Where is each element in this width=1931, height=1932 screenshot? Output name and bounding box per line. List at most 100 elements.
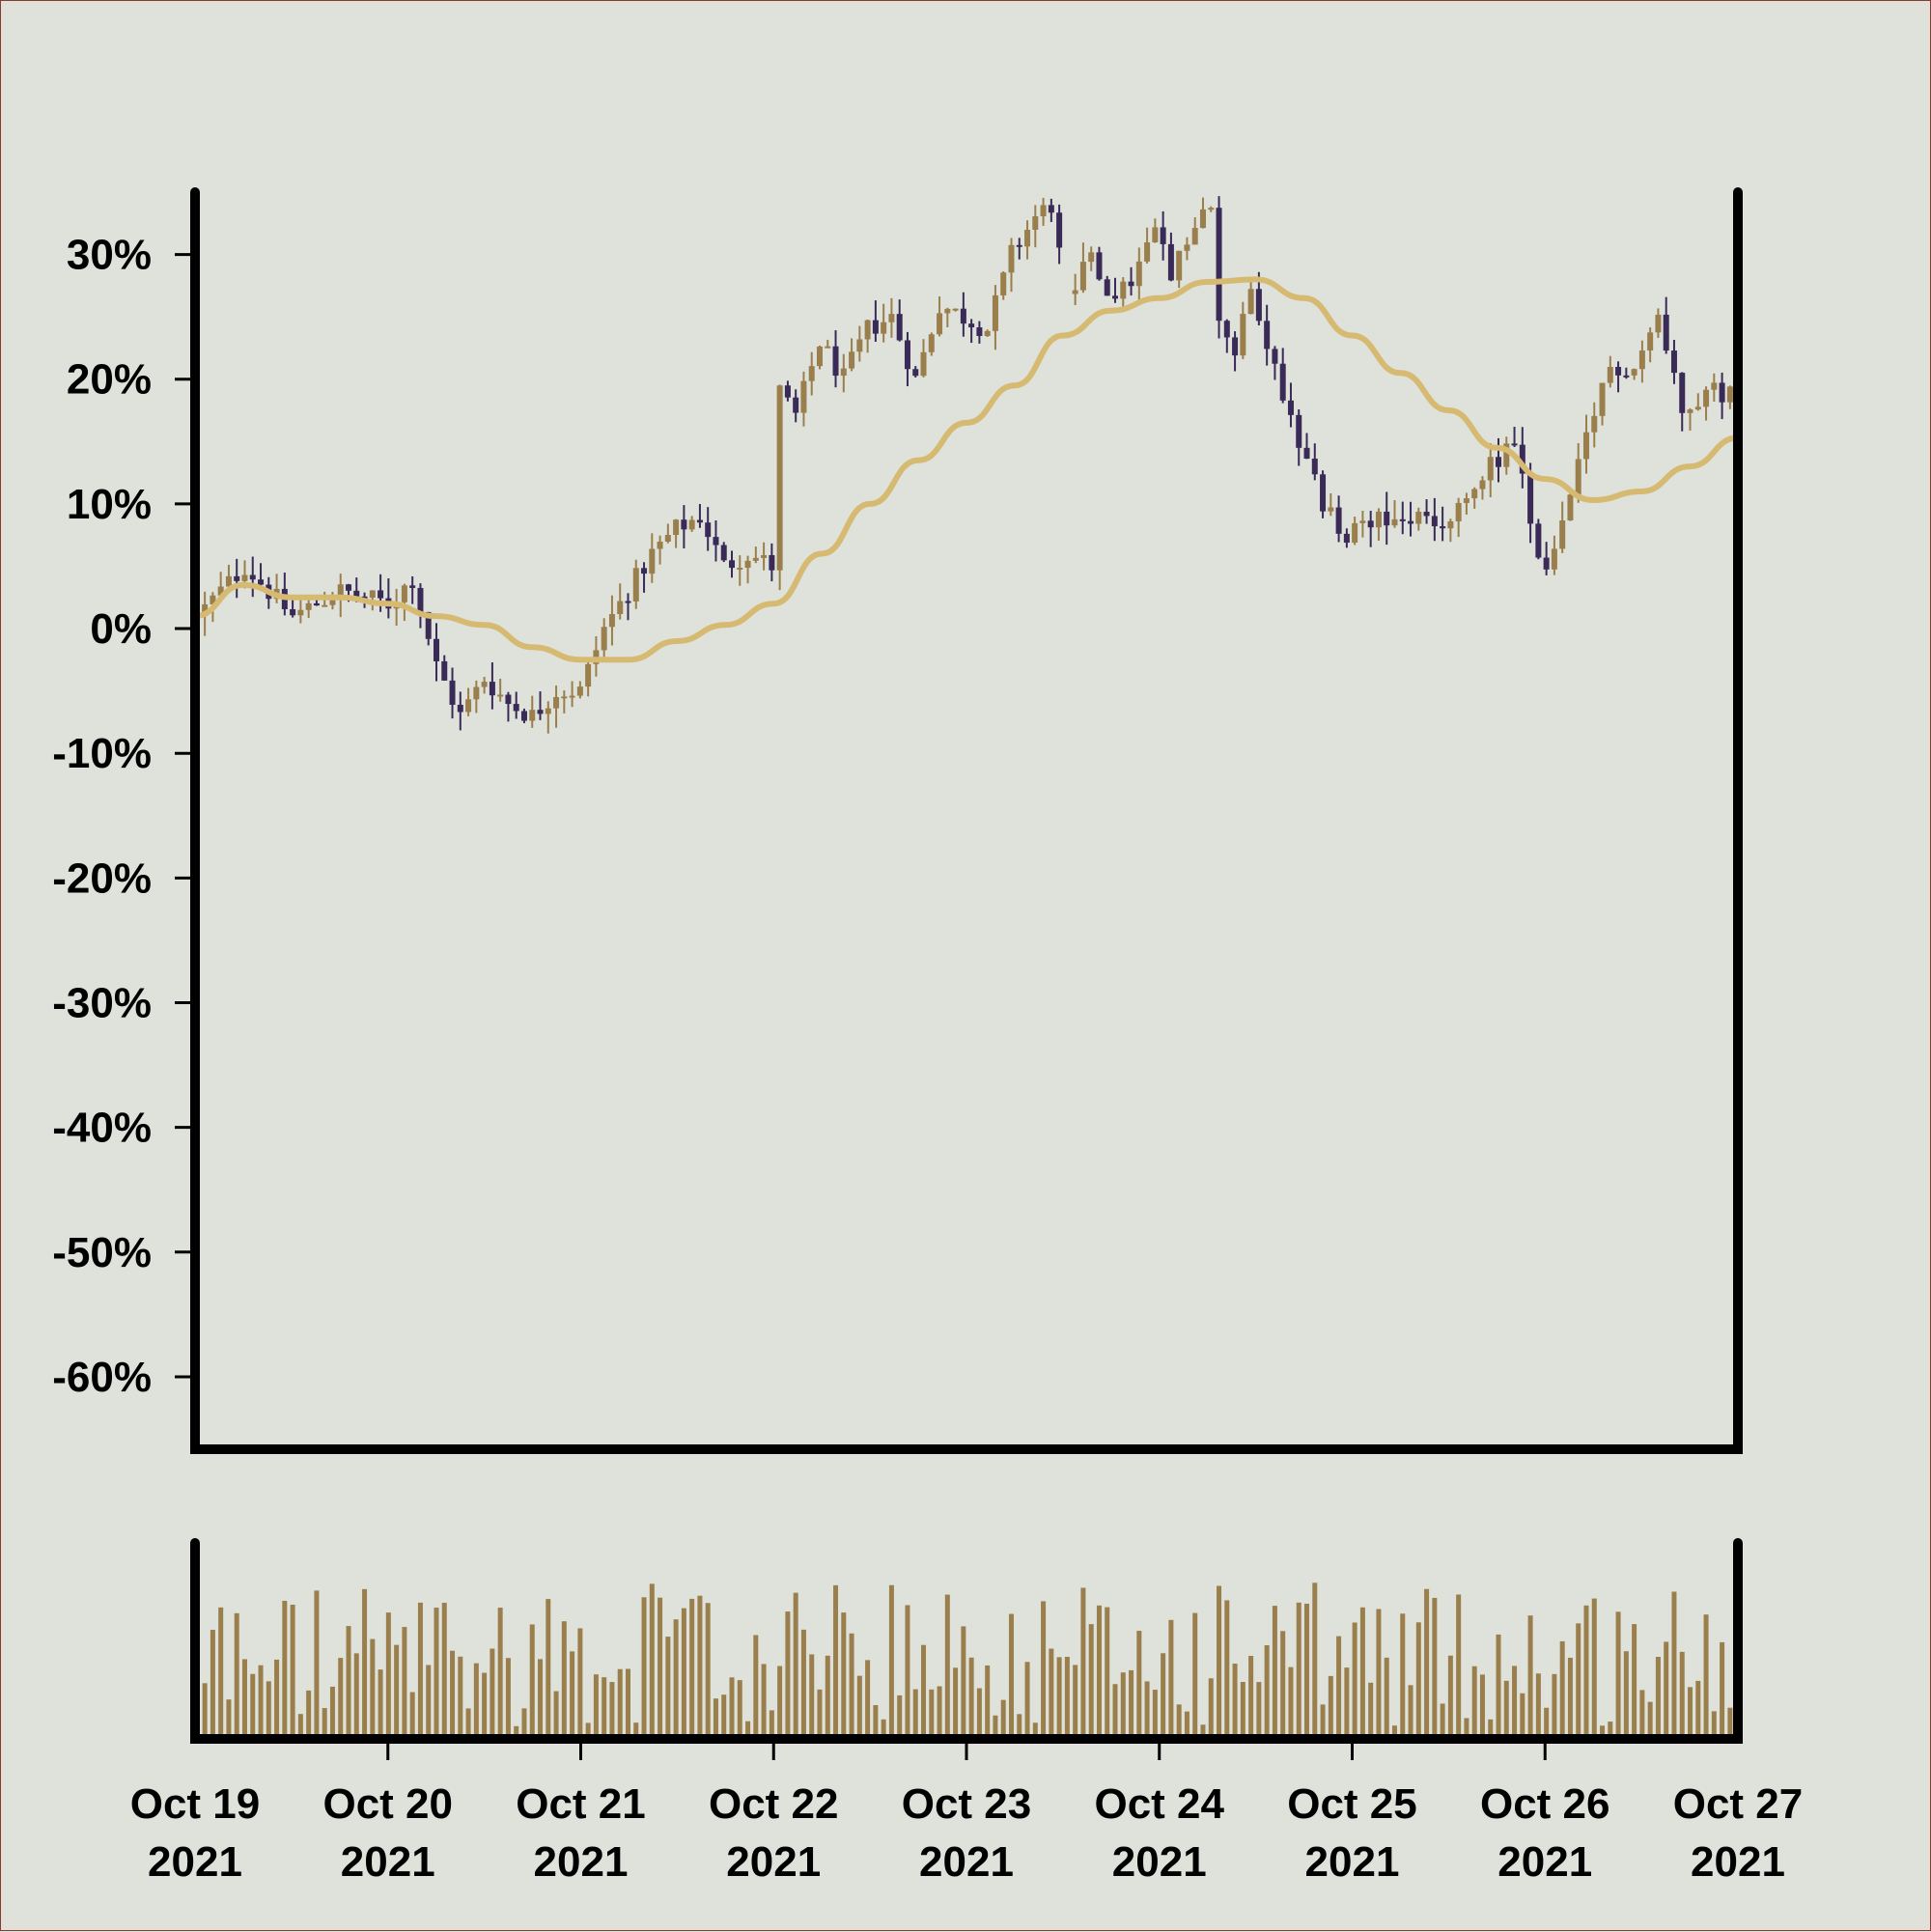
candle <box>904 331 910 387</box>
candle <box>329 591 336 610</box>
candle <box>872 300 879 342</box>
volume-bar <box>1424 1588 1430 1735</box>
volume-bar <box>1049 1648 1054 1735</box>
candle-body <box>1375 511 1382 528</box>
candle-body <box>1104 279 1110 296</box>
y-tick-label: -40% <box>52 1105 152 1152</box>
volume-bar <box>1105 1607 1110 1735</box>
candle-body <box>1511 443 1518 446</box>
volume-bar <box>1217 1585 1222 1735</box>
candle <box>808 351 815 396</box>
candle-body <box>1088 252 1095 263</box>
volume-bar <box>1256 1682 1262 1735</box>
x-tick-label: Oct 20 <box>322 1780 453 1828</box>
candle-body <box>449 680 456 705</box>
candle <box>473 680 480 714</box>
volume-bar <box>346 1626 351 1735</box>
candle <box>1279 348 1286 404</box>
candle-body <box>681 519 687 530</box>
candle-body <box>912 369 919 377</box>
volume-bar <box>737 1680 742 1735</box>
volume-bar <box>1000 1699 1006 1735</box>
volume-bar <box>353 1653 359 1735</box>
candle <box>1359 510 1366 538</box>
candle-body <box>305 602 312 610</box>
candle <box>1040 197 1047 226</box>
volume-bar <box>226 1699 232 1735</box>
volume-bar <box>490 1648 495 1735</box>
x-tick-year-label: 2021 <box>534 1838 629 1886</box>
candle-body <box>1048 205 1054 213</box>
volume-bar <box>538 1659 544 1735</box>
candle-body <box>1024 229 1031 247</box>
candle <box>593 635 600 677</box>
candle <box>441 655 448 681</box>
volume-bar <box>1336 1636 1342 1735</box>
candle-body <box>1272 349 1278 364</box>
candle-body <box>608 614 615 628</box>
volume-bar <box>665 1637 671 1735</box>
candle-body <box>569 695 575 698</box>
candle-body <box>920 351 927 377</box>
volume-bar <box>1632 1624 1637 1735</box>
volume-bar <box>521 1708 527 1735</box>
candle <box>258 563 265 589</box>
volume-bar <box>362 1588 368 1735</box>
candle <box>505 691 512 722</box>
volume-bar <box>602 1677 607 1735</box>
candle-body <box>313 602 320 606</box>
candle-body <box>825 346 831 349</box>
volume-bar <box>385 1612 391 1735</box>
candle-body <box>1008 244 1015 273</box>
candle <box>641 562 648 593</box>
volume-bar <box>944 1594 950 1735</box>
candle <box>912 366 919 378</box>
candle-body <box>872 320 879 334</box>
volume-bar <box>841 1612 847 1735</box>
y-tick-label: -10% <box>52 730 152 777</box>
candle-body <box>1694 406 1701 410</box>
volume-bar <box>1671 1591 1677 1735</box>
candle-body <box>1056 212 1063 248</box>
candle-body <box>1471 489 1478 499</box>
candle-body <box>241 574 248 581</box>
candle-body <box>800 380 807 413</box>
candle-body <box>337 584 344 601</box>
candle-body <box>322 604 328 607</box>
candle <box>1543 542 1550 575</box>
candle-body <box>1096 252 1103 280</box>
candle-body <box>784 385 791 398</box>
volume-bar <box>753 1635 759 1735</box>
volume-bar <box>1464 1718 1469 1735</box>
volume-bar <box>1623 1651 1629 1735</box>
candle <box>608 595 615 646</box>
candle <box>657 535 663 565</box>
volume-bar <box>1567 1657 1573 1735</box>
volume-bar <box>800 1629 806 1735</box>
candle-body <box>561 696 568 699</box>
candle <box>1663 296 1669 354</box>
volume-bar <box>434 1608 439 1735</box>
volume-bar <box>561 1621 567 1735</box>
candle <box>1399 501 1406 535</box>
candle-body <box>720 545 727 561</box>
volume-bar <box>1408 1685 1413 1735</box>
volume-bar <box>473 1663 479 1735</box>
volume-bar <box>482 1672 488 1735</box>
volume-bar <box>905 1605 910 1735</box>
candle-body <box>1255 289 1262 322</box>
candle <box>1296 408 1302 466</box>
volume-bar <box>417 1602 423 1735</box>
volume-bar <box>1296 1602 1301 1735</box>
x-tick-year-label: 2021 <box>919 1838 1014 1886</box>
candle-body <box>225 575 232 587</box>
candle-body <box>625 601 631 603</box>
candle-body <box>513 704 519 712</box>
volume-bar <box>849 1633 854 1735</box>
volume-bar <box>1432 1597 1438 1735</box>
volume-bar <box>1112 1684 1118 1735</box>
candle <box>481 676 488 694</box>
candle-body <box>744 560 751 569</box>
candle-body <box>1463 498 1469 503</box>
candle-body <box>1311 458 1318 475</box>
